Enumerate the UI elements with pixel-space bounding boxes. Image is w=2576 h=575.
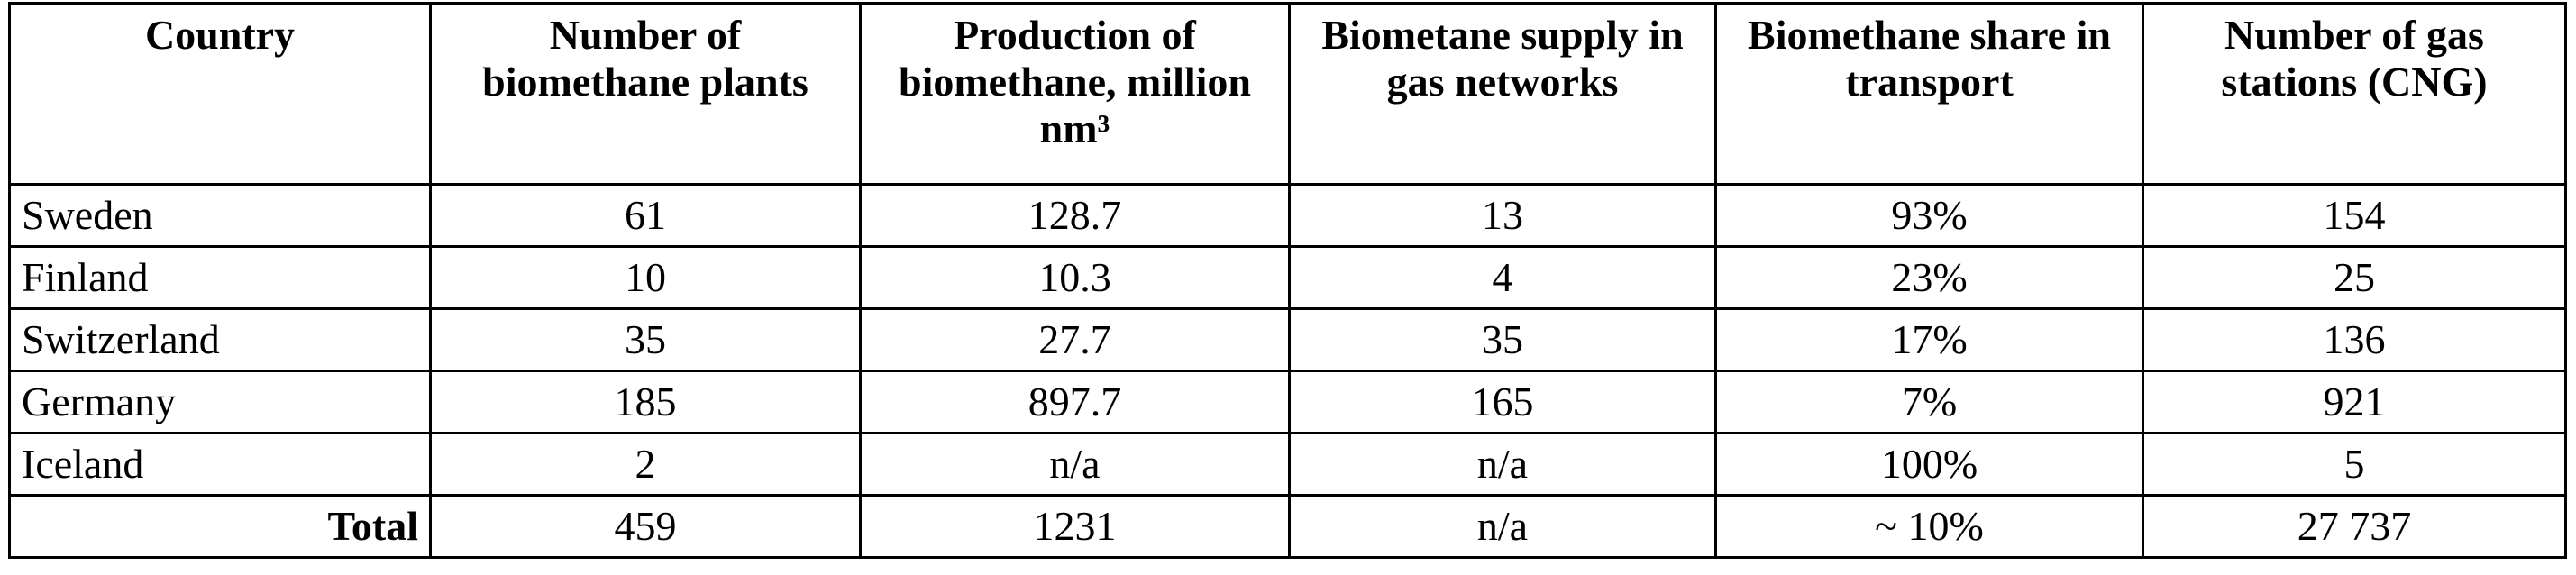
table-cell: n/a bbox=[1288, 494, 1717, 559]
header-row: Country Number of biomethane plants Produc… bbox=[8, 2, 2567, 186]
table-row: Finland 10 10.3 4 23% 25 bbox=[8, 245, 2567, 310]
table-cell: 128.7 bbox=[859, 183, 1291, 248]
table-cell: 921 bbox=[2142, 370, 2567, 434]
table-cell: 35 bbox=[1288, 307, 1717, 372]
table-cell: 27.7 bbox=[859, 307, 1291, 372]
row-label: Total bbox=[8, 494, 432, 559]
table-cell: 100% bbox=[1714, 432, 2144, 497]
table-row: Iceland 2 n/a n/a 100% 5 bbox=[8, 432, 2567, 497]
table-cell: 136 bbox=[2142, 307, 2567, 372]
table-cell: 185 bbox=[429, 370, 862, 434]
header-cell: Number of biomethane plants bbox=[429, 2, 862, 186]
table-cell: 35 bbox=[429, 307, 862, 372]
header-cell: Biometane supply in gas networks bbox=[1288, 2, 1717, 186]
table-cell: 2 bbox=[429, 432, 862, 497]
table-cell: 7% bbox=[1714, 370, 2144, 434]
table-row: Sweden 61 128.7 13 93% 154 bbox=[8, 183, 2567, 248]
header-cell: Number of gas stations (CNG) bbox=[2142, 2, 2567, 186]
table-cell: 25 bbox=[2142, 245, 2567, 310]
table-cell: 23% bbox=[1714, 245, 2144, 310]
table-cell: 4 bbox=[1288, 245, 1717, 310]
table-cell: 1231 bbox=[859, 494, 1291, 559]
table-cell: n/a bbox=[859, 432, 1291, 497]
row-label: Iceland bbox=[8, 432, 432, 497]
header-cell: Country bbox=[8, 2, 432, 186]
row-label: Sweden bbox=[8, 183, 432, 248]
row-label: Switzerland bbox=[8, 307, 432, 372]
table-cell: 13 bbox=[1288, 183, 1717, 248]
row-label: Germany bbox=[8, 370, 432, 434]
table-cell: 61 bbox=[429, 183, 862, 248]
table-cell: 10 bbox=[429, 245, 862, 310]
table-cell: 10.3 bbox=[859, 245, 1291, 310]
table-row: Switzerland 35 27.7 35 17% 136 bbox=[8, 307, 2567, 372]
table-cell: 897.7 bbox=[859, 370, 1291, 434]
table-cell: 17% bbox=[1714, 307, 2144, 372]
header-cell: Production of biomethane, million nm³ bbox=[859, 2, 1291, 186]
table-cell: 27 737 bbox=[2142, 494, 2567, 559]
data-table: Country Number of biomethane plants Produc… bbox=[8, 2, 2567, 559]
table-cell: 5 bbox=[2142, 432, 2567, 497]
total-row: Total 459 1231 n/a ~ 10% 27 737 bbox=[8, 494, 2567, 559]
table-cell: n/a bbox=[1288, 432, 1717, 497]
table-cell: 165 bbox=[1288, 370, 1717, 434]
table-cell: 154 bbox=[2142, 183, 2567, 248]
table-body: Sweden 61 128.7 13 93% 154 Finland 10 10.3 4 23% 25… bbox=[8, 183, 2567, 559]
row-label: Finland bbox=[8, 245, 432, 310]
table-cell: 93% bbox=[1714, 183, 2144, 248]
table-cell: ~ 10% bbox=[1714, 494, 2144, 559]
table-row: Germany 185 897.7 165 7% 921 bbox=[8, 370, 2567, 434]
table-cell: 459 bbox=[429, 494, 862, 559]
header-cell: Biomethane share in transport bbox=[1714, 2, 2144, 186]
